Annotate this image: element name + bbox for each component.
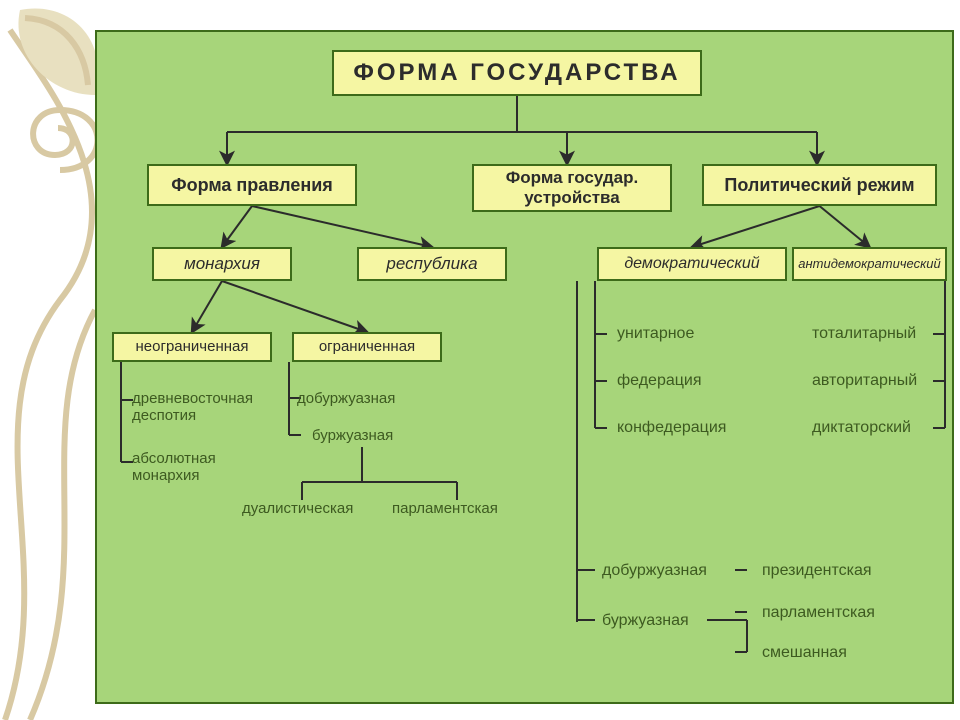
label-l16: парламентская — [762, 604, 875, 622]
node-republic: республика — [357, 247, 507, 281]
label-l2: абсолютная монархия — [132, 450, 216, 484]
node-antidem: антидемократический — [792, 247, 947, 281]
node-unlimited: неограниченная — [112, 332, 272, 362]
label-l6: парламентская — [392, 500, 498, 517]
node-dem: демократический — [597, 247, 787, 281]
label-l14: буржуазная — [602, 612, 689, 630]
label-l11: авторитарный — [812, 372, 917, 390]
label-l15: президентская — [762, 562, 872, 580]
label-l7: унитарное — [617, 325, 694, 343]
label-l4: буржуазная — [312, 427, 393, 444]
label-l8: федерация — [617, 372, 702, 390]
label-l5: дуалистическая — [242, 500, 353, 517]
node-monarchy: монархия — [152, 247, 292, 281]
node-gov: Форма правления — [147, 164, 357, 206]
node-regime: Политический режим — [702, 164, 937, 206]
label-l3: добуржуазная — [297, 390, 395, 407]
node-root: ФОРМА ГОСУДАРСТВА — [332, 50, 702, 96]
label-l13: добуржуазная — [602, 562, 707, 580]
diagram-canvas: ФОРМА ГОСУДАРСТВА Форма правления Форма го… — [95, 30, 954, 704]
label-l10: тоталитарный — [812, 325, 916, 343]
label-l9: конфедерация — [617, 419, 726, 437]
label-l17: смешанная — [762, 644, 847, 662]
node-limited: ограниченная — [292, 332, 442, 362]
label-l12: диктаторский — [812, 419, 911, 437]
label-l1: древневосточная деспотия — [132, 390, 253, 424]
node-struct: Форма государ. устройства — [472, 164, 672, 212]
